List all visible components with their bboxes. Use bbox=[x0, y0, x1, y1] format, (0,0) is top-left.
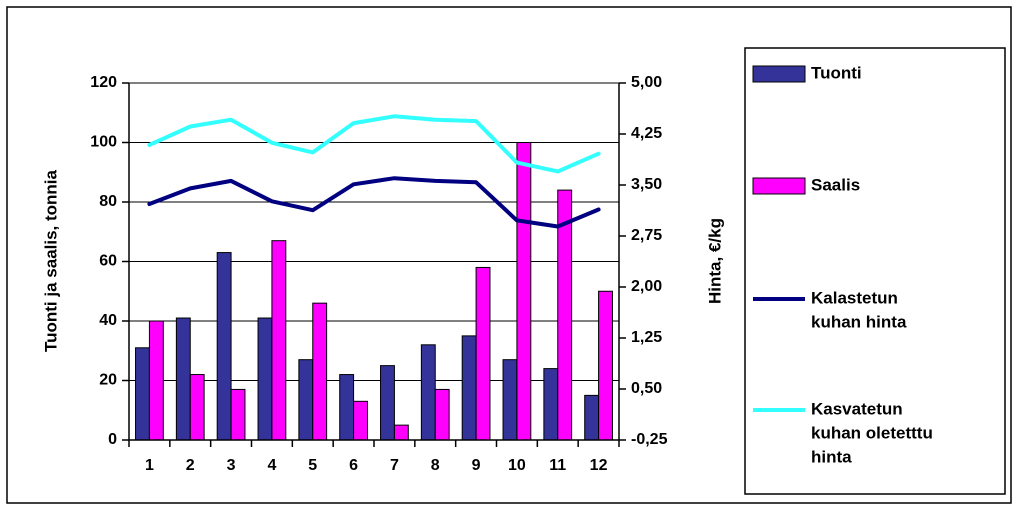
x-tick-label: 11 bbox=[549, 457, 566, 474]
bar-saalis bbox=[516, 142, 532, 441]
bar-saalis bbox=[148, 320, 164, 441]
bar-tuonti bbox=[257, 317, 273, 441]
legend-label: Kasvatetun bbox=[811, 399, 903, 418]
legend-label: hinta bbox=[811, 447, 852, 466]
bar-tuonti bbox=[216, 252, 232, 441]
bar-tuonti bbox=[135, 347, 150, 441]
x-tick-label: 2 bbox=[186, 457, 195, 474]
legend-label: Kalastetun bbox=[811, 288, 898, 307]
y2-tick-label: 0,50 bbox=[631, 380, 662, 397]
legend-label: Saalis bbox=[811, 175, 860, 194]
bar-saalis bbox=[353, 400, 368, 441]
bar-saalis bbox=[598, 290, 613, 441]
bar-saalis bbox=[230, 388, 246, 441]
y-tick-label: 20 bbox=[99, 372, 117, 389]
series-line-kasvatetun bbox=[147, 114, 601, 174]
legend-label: kuhan oletetttu bbox=[811, 423, 933, 442]
y-tick-label: 0 bbox=[108, 431, 117, 448]
x-tick-label: 4 bbox=[267, 457, 276, 474]
bars-layer bbox=[135, 142, 613, 441]
bar-saalis bbox=[189, 374, 205, 441]
bar-tuonti bbox=[543, 368, 559, 441]
x-tick-label: 8 bbox=[431, 457, 440, 474]
y2-axis-title: Hinta, €/kg bbox=[705, 218, 724, 304]
y2-tick-label: -0,25 bbox=[631, 431, 668, 448]
bar-tuonti bbox=[380, 365, 395, 441]
bar-tuonti bbox=[584, 394, 600, 441]
legend: Tuonti Saalis Kalastetun kuhan hinta Kasvate… bbox=[752, 63, 933, 466]
bar-saalis bbox=[312, 302, 328, 441]
bar-saalis bbox=[393, 424, 409, 441]
y-tick-label: 80 bbox=[99, 193, 117, 210]
x-tick-label: 5 bbox=[308, 457, 317, 474]
x-tick-label: 6 bbox=[349, 457, 358, 474]
y-tick-label: 40 bbox=[99, 312, 117, 329]
bar-tuonti bbox=[502, 359, 518, 441]
legend-label: Tuonti bbox=[811, 63, 862, 82]
y2-tick-label: 1,25 bbox=[631, 329, 662, 346]
y2-tick-label: 4,25 bbox=[631, 125, 662, 142]
y-axis-title: Tuonti ja saalis, tonnia bbox=[41, 169, 60, 352]
series-line-kalastetun bbox=[147, 176, 601, 229]
lines-layer bbox=[147, 114, 601, 229]
x-tick-label: 1 bbox=[145, 457, 154, 474]
legend-swatch-tuonti bbox=[752, 65, 806, 83]
bar-tuonti bbox=[175, 317, 191, 441]
axes-layer: 0 20 40 60 80 100 120 -0,25 0,50 1,25 2,00 2,75 3,50… bbox=[90, 74, 667, 474]
bar-tuonti bbox=[461, 335, 477, 441]
x-tick-label: 12 bbox=[590, 457, 608, 474]
bar-saalis bbox=[475, 266, 491, 441]
y-tick-label: 120 bbox=[90, 74, 117, 91]
legend-box bbox=[744, 47, 1006, 495]
x-tick-label: 10 bbox=[508, 457, 526, 474]
y2-tick-label: 5,00 bbox=[631, 74, 662, 91]
y2-tick-label: 2,75 bbox=[631, 227, 662, 244]
y2-tick-label: 3,50 bbox=[631, 176, 662, 193]
y-tick-label: 100 bbox=[90, 134, 117, 151]
grid-layer bbox=[129, 82, 619, 381]
legend-label: kuhan hinta bbox=[811, 312, 907, 331]
y-tick-label: 60 bbox=[99, 253, 117, 270]
y2-tick-label: 2,00 bbox=[631, 278, 662, 295]
legend-swatch-saalis bbox=[752, 177, 806, 195]
x-tick-label: 3 bbox=[227, 457, 236, 474]
x-tick-label: 7 bbox=[390, 457, 399, 474]
bar-tuonti bbox=[298, 359, 314, 441]
bar-tuonti bbox=[339, 374, 355, 441]
bar-saalis bbox=[434, 388, 450, 441]
bar-tuonti bbox=[420, 344, 436, 441]
x-tick-label: 9 bbox=[472, 457, 481, 474]
bar-saalis bbox=[271, 240, 287, 441]
